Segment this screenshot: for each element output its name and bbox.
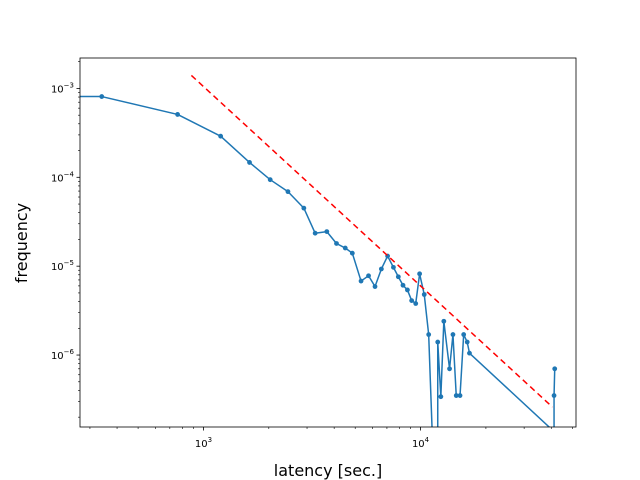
series-1-point	[551, 393, 557, 398]
series-1-point	[267, 177, 273, 183]
series-1-point	[334, 241, 339, 246]
series-1-point	[426, 332, 432, 337]
y-tick-label: 10−3	[51, 81, 74, 95]
series-1-point	[175, 112, 180, 117]
series-1-point	[99, 94, 105, 99]
series-1-point	[358, 278, 364, 284]
series-1-point	[467, 350, 472, 356]
series-1-point	[409, 298, 415, 303]
series-1-point	[435, 339, 441, 345]
series-1-point	[464, 339, 470, 345]
series-1-point	[247, 160, 252, 165]
series-1-point	[405, 287, 410, 293]
y-tick-label: 10−5	[51, 259, 74, 273]
series-1-point	[461, 332, 467, 337]
series-1-point	[366, 273, 371, 279]
series-1-point	[324, 229, 330, 234]
series-1-point	[552, 366, 558, 372]
series-1-point	[450, 332, 456, 337]
series-1-point	[447, 366, 452, 372]
series-1-point	[312, 230, 318, 236]
series-2-line	[190, 74, 553, 408]
series-1-point	[441, 318, 447, 324]
series-1-point	[301, 205, 307, 211]
series-1-point	[413, 301, 419, 306]
series-1-point	[453, 393, 459, 398]
series-1-point	[391, 264, 396, 270]
x-tick-label: 104	[412, 436, 430, 450]
tick-layer: 103 104 10−6 10−5 10−4 10−3	[51, 61, 573, 450]
y-tick-label: 10−6	[51, 348, 75, 362]
x-tick-label: 103	[195, 436, 212, 450]
series-1-point	[395, 274, 401, 280]
plot-area-frame	[79, 57, 577, 428]
x-axis-label: latency [sec.]	[274, 461, 382, 480]
y-axis-label: frequency	[12, 203, 31, 283]
series-1-point	[285, 189, 291, 195]
y-tick-label: 10−4	[51, 170, 75, 184]
series-1-point	[417, 271, 423, 277]
series-1-point	[457, 393, 463, 398]
series-1-point	[378, 266, 384, 272]
series-1-point	[218, 133, 224, 139]
series-1-point	[400, 282, 406, 288]
series-layer	[80, 74, 558, 427]
series-1-point	[421, 292, 427, 297]
series-1-point	[342, 245, 348, 251]
series-1-point	[372, 284, 378, 289]
series-1-point	[438, 394, 444, 400]
series-1-point	[349, 250, 355, 256]
